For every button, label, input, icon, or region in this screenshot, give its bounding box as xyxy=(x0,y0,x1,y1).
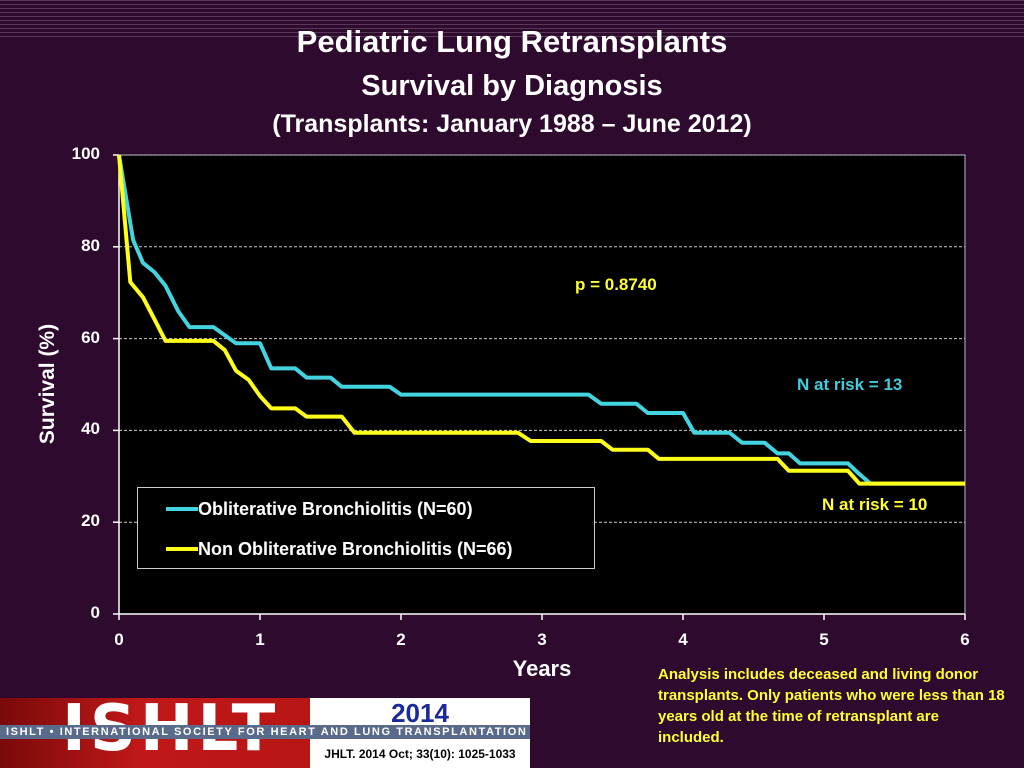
ishlt-footer: ISHLT 2014 JHLT. 2014 Oct; 33(10): 1025-… xyxy=(0,698,530,768)
series-line-1 xyxy=(117,154,965,486)
legend-label-ob: Obliterative Bronchiolitis (N=60) xyxy=(198,499,473,519)
chart-legend: Obliterative Bronchiolitis (N=60) Non Ob… xyxy=(137,487,595,569)
x-tick-label-5: 5 xyxy=(819,630,829,649)
series-line-0 xyxy=(117,154,965,486)
citation: JHLT. 2014 Oct; 33(10): 1025-1033 xyxy=(324,747,516,761)
report-year: 2014 xyxy=(391,698,449,728)
y-tick-label-40: 40 xyxy=(81,419,100,439)
x-tick-label-6: 6 xyxy=(960,630,970,649)
chart-title: Pediatric Lung Retransplants xyxy=(296,24,728,59)
p-value-label: p = 0.8740 xyxy=(575,275,657,294)
legend-swatch-ob xyxy=(166,507,198,511)
chart-subtitle: Survival by Diagnosis xyxy=(361,70,663,102)
x-tick-label-4: 4 xyxy=(678,630,688,649)
society-name-band: ISHLT • INTERNATIONAL SOCIETY FOR HEART … xyxy=(0,725,530,739)
legend-swatch-non-ob xyxy=(166,547,198,551)
header-stripes xyxy=(0,0,1024,40)
legend-label-non-ob: Non Obliterative Bronchiolitis (N=66) xyxy=(198,539,513,559)
x-tick-label-1: 1 xyxy=(255,630,265,649)
x-axis-label: Years xyxy=(512,656,572,681)
x-tick-label-3: 3 xyxy=(537,630,547,649)
y-tick-label-20: 20 xyxy=(81,511,100,531)
y-tick-label-80: 80 xyxy=(81,235,100,255)
n-at-risk-ob-label: N at risk = 13 xyxy=(797,375,903,394)
chart-subtitle-dates: (Transplants: January 1988 – June 2012) xyxy=(272,110,752,138)
n-at-risk-non-ob-label: N at risk = 10 xyxy=(822,495,928,514)
analysis-note: Analysis includes deceased and living do… xyxy=(658,666,1005,746)
x-tick-label-2: 2 xyxy=(396,630,406,649)
y-tick-label-100: 100 xyxy=(71,144,100,163)
y-tick-label-0: 0 xyxy=(90,603,100,622)
y-tick-label-60: 60 xyxy=(81,327,100,347)
x-tick-label-0: 0 xyxy=(114,630,124,649)
